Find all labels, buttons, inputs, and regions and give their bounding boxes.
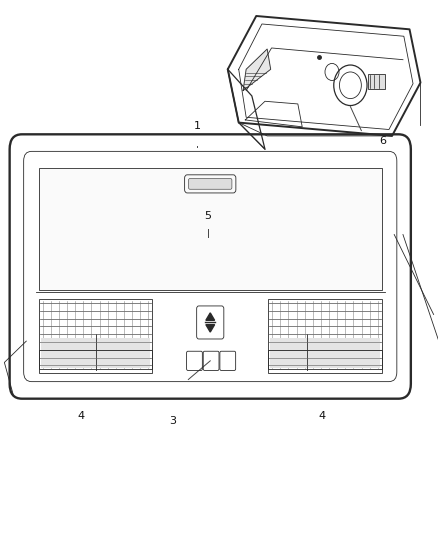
Text: 3: 3 — [170, 416, 177, 426]
Text: 1: 1 — [194, 120, 201, 131]
FancyBboxPatch shape — [270, 338, 380, 368]
Polygon shape — [206, 313, 215, 320]
Text: 4: 4 — [318, 411, 325, 422]
Polygon shape — [243, 49, 271, 91]
FancyBboxPatch shape — [41, 338, 150, 368]
Polygon shape — [206, 325, 215, 332]
FancyBboxPatch shape — [188, 179, 232, 189]
FancyBboxPatch shape — [368, 74, 385, 89]
Text: 4: 4 — [78, 411, 85, 422]
Text: 6: 6 — [379, 136, 386, 146]
Text: 5: 5 — [205, 211, 212, 221]
FancyBboxPatch shape — [39, 168, 382, 290]
